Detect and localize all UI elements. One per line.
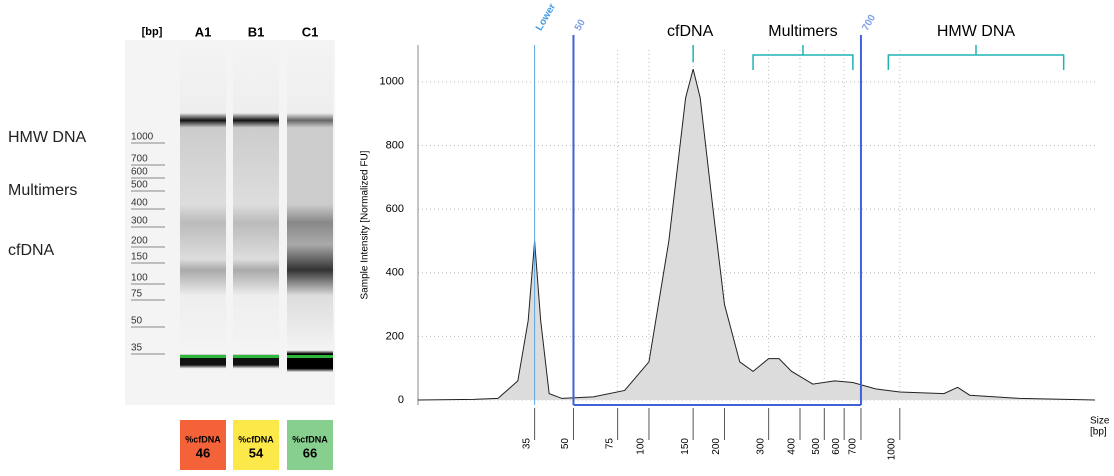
x-tick-label: 150 [680,438,691,455]
x-tick-label: 300 [755,438,766,455]
ladder-label: 600 [131,167,148,178]
gel-lane [233,40,279,405]
y-tick-label: 600 [386,203,404,215]
x-tick-label: 400 [787,438,798,455]
ladder-label: 75 [131,289,143,300]
x-tick-label: 35 [521,438,532,450]
y-tick-label: 400 [386,267,404,279]
x-axis-label: [bp] [1090,427,1107,438]
x-tick-label: 1000 [886,438,897,461]
result-label: %cfDNA [185,434,221,444]
marker-label: 50 [573,17,588,33]
x-tick-label: 100 [636,438,647,455]
result-box [233,420,279,470]
lane-label: B1 [248,24,265,39]
ladder-label: 400 [131,198,148,209]
region-label: Multimers [8,182,77,199]
ladder-label: 500 [131,180,148,191]
y-tick-label: 800 [386,139,404,151]
x-tick-label: 200 [711,438,722,455]
x-tick-label: 700 [848,438,859,455]
ladder-label: 300 [131,216,148,227]
result-value: 46 [196,445,210,460]
ladder-label: 1000 [131,132,154,143]
region-label: cfDNA [8,242,55,259]
ladder-label: 150 [131,252,148,263]
y-axis-label: Sample Intensity [Normalized FU] [360,150,371,299]
annotation-label: HMW DNA [937,23,1016,40]
ladder-label: 50 [131,316,143,327]
lane-label: A1 [195,24,212,39]
result-label: %cfDNA [292,434,328,444]
annotation-bracket [887,45,1065,70]
x-tick-label: 75 [604,438,615,450]
annotation-label: Multimers [768,23,837,40]
result-box [180,420,226,470]
green-band [180,355,333,358]
lane-label: C1 [302,24,319,39]
result-value: 54 [249,445,264,460]
ladder-label: 200 [131,236,148,247]
gel-lane [180,40,226,405]
x-tick-label: 500 [811,438,822,455]
marker-label: 700 [860,12,878,32]
x-tick-label: 600 [831,438,842,455]
region-label: HMW DNA [8,129,87,146]
x-tick-label: 50 [560,438,571,450]
annotation-label: cfDNA [667,23,714,40]
trace [417,68,1096,401]
result-box [287,420,333,470]
marker-label: Lower [534,2,558,33]
ladder-label: 700 [131,154,148,165]
gel-unit: [bp] [142,26,163,38]
x-axis-label: Size [1090,416,1110,427]
ladder-label: 35 [131,343,143,354]
result-label: %cfDNA [238,434,274,444]
annotation-bracket [752,45,854,70]
y-tick-label: 200 [386,330,404,342]
y-tick-label: 0 [398,394,404,406]
result-value: 66 [303,445,317,460]
gel-lane [287,40,333,405]
ladder-label: 100 [131,273,148,284]
y-tick-label: 1000 [380,76,404,88]
trace-area [418,69,1095,400]
